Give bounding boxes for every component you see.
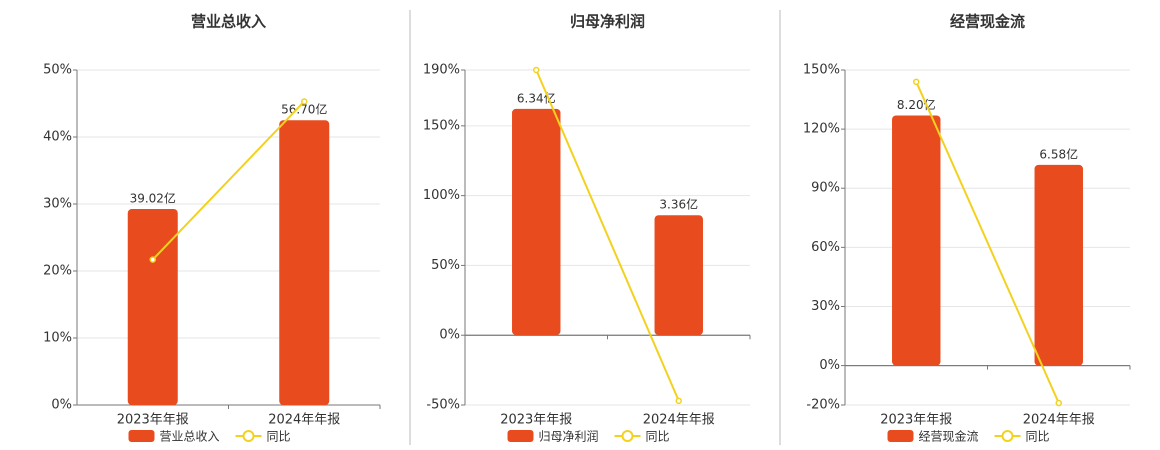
line — [915, 81, 1060, 404]
line — [535, 69, 680, 402]
legend-swatch — [621, 430, 634, 442]
y-tick-label: 30% — [43, 197, 72, 212]
y-tick-label: -20% — [806, 398, 840, 413]
y-tick-label: 30% — [811, 299, 840, 314]
legend-label: 营业总收入 — [160, 430, 220, 444]
y-tick-label: -50% — [426, 398, 460, 413]
y-tick-label: 150% — [803, 63, 840, 78]
y-tick-label: 0% — [439, 328, 460, 343]
legend-label: 归母净利润 — [539, 430, 599, 444]
value-label: 6.58亿 — [1039, 146, 1078, 161]
x-tick-label: 2023年年报 — [880, 413, 952, 428]
bar — [279, 120, 330, 405]
y-tick-label: 20% — [43, 264, 72, 279]
legend-swatch — [1001, 430, 1014, 442]
legend-swatch — [507, 430, 534, 442]
y-tick-label: 50% — [431, 258, 460, 273]
x-tick-label: 2024年年报 — [1023, 413, 1095, 428]
y-tick-label: 120% — [803, 122, 840, 137]
y-tick-label: 90% — [811, 181, 840, 196]
y-tick-label: 60% — [811, 240, 840, 255]
x-tick-label: 2024年年报 — [643, 413, 715, 428]
legend-label: 同比 — [1026, 430, 1050, 444]
y-tick-label: 100% — [423, 188, 460, 203]
y-tick-label: 190% — [423, 63, 460, 78]
legend-swatch — [128, 430, 155, 442]
line-point — [675, 397, 682, 405]
value-label: 39.02亿 — [130, 191, 176, 206]
bar — [127, 209, 178, 405]
line — [152, 100, 305, 261]
line-point — [1055, 399, 1062, 407]
y-tick-label: 150% — [423, 118, 460, 133]
legend-label: 同比 — [646, 430, 670, 444]
line-point — [533, 66, 540, 74]
value-label: 3.36亿 — [659, 197, 698, 212]
chart-title: 经营现金流 — [950, 13, 1025, 31]
x-tick-label: 2023年年报 — [117, 413, 189, 428]
y-tick-label: 0% — [819, 358, 840, 373]
legend-swatch — [242, 430, 255, 442]
bar — [654, 215, 703, 336]
line-point — [301, 98, 308, 105]
x-tick-label: 2023年年报 — [500, 413, 572, 428]
bar — [512, 108, 561, 336]
chart-title: 归母净利润 — [570, 13, 645, 31]
y-tick-label: 0% — [51, 398, 72, 413]
chart-title: 营业总收入 — [191, 13, 266, 31]
legend-label: 经营现金流 — [919, 429, 979, 444]
line-point — [149, 256, 156, 263]
line-point — [913, 78, 920, 86]
legend-label: 同比 — [267, 430, 291, 444]
x-tick-label: 2024年年报 — [268, 413, 340, 428]
y-tick-label: 40% — [43, 130, 72, 145]
y-tick-label: 10% — [43, 331, 72, 346]
legend-swatch — [887, 430, 914, 442]
value-label: 8.20亿 — [897, 97, 936, 112]
y-tick-label: 50% — [43, 63, 72, 78]
bar — [892, 115, 941, 366]
bar — [1034, 164, 1083, 366]
